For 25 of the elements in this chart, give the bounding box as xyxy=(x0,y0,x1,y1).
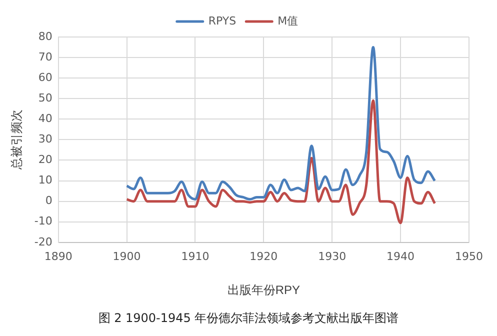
legend-label: M值 xyxy=(278,14,298,28)
x-axis-title: 出版年份RPY xyxy=(227,283,300,298)
y-tick-label: 80 xyxy=(38,30,52,43)
x-tick-label: 1940 xyxy=(386,250,415,263)
caption: 图 2 1900-1945 年份德尔菲法领域参考文献出版年图谱 xyxy=(97,310,400,327)
y-tick-label: 50 xyxy=(38,91,52,104)
y-tick-label: 60 xyxy=(38,70,52,84)
legend-label: RPYS xyxy=(208,14,236,28)
y-tick-label: 30 xyxy=(38,132,52,146)
y-axis-title: 总被引频次 xyxy=(10,110,24,171)
y-tick-label: 10 xyxy=(38,174,52,187)
y-tick-label: 20 xyxy=(38,153,52,166)
x-tick-label: 1930 xyxy=(318,250,346,263)
y-tick-label: -20 xyxy=(34,235,52,248)
y-tick-label: 40 xyxy=(38,112,52,126)
line-series xyxy=(126,46,436,201)
y-tick-label: 70 xyxy=(38,50,52,64)
line-series xyxy=(126,99,436,224)
x-tick-label: 1900 xyxy=(112,250,141,263)
y-tick-label: 0 xyxy=(45,194,52,208)
x-tick-label: 1910 xyxy=(181,250,210,263)
x-tick-label: 1920 xyxy=(250,250,278,263)
x-tick-label: 1890 xyxy=(44,250,72,263)
y-tick-label: -10 xyxy=(34,214,52,228)
x-tick-label: 1950 xyxy=(455,250,483,263)
